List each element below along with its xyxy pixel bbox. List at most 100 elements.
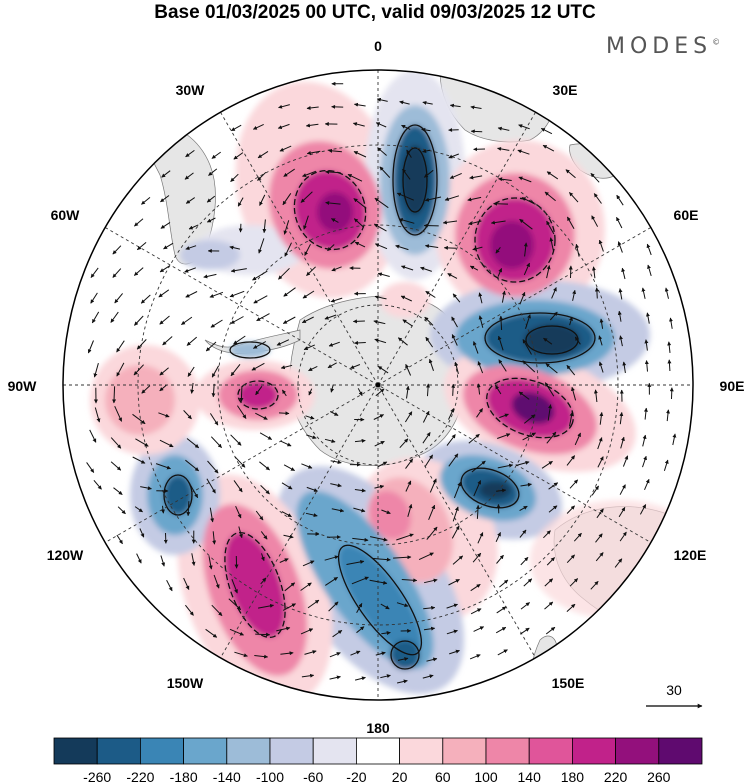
wind-arrow — [404, 411, 413, 423]
wind-arrow — [499, 579, 509, 588]
wind-arrow — [357, 388, 363, 396]
label-lon-150w: 150W — [167, 675, 204, 691]
label-lon-150e: 150E — [552, 675, 585, 691]
wind-arrow — [422, 410, 430, 423]
wind-arrow — [423, 169, 434, 178]
wind-arrow — [380, 674, 391, 679]
wind-arrow — [396, 602, 409, 608]
wind-arrow — [113, 487, 123, 495]
colorbar-swatch — [183, 737, 228, 765]
wind-arrow — [159, 367, 169, 376]
wind-arrow — [258, 238, 265, 254]
wind-arrow — [478, 292, 483, 304]
wind-arrow — [211, 365, 220, 378]
wind-arrow — [569, 192, 579, 203]
wind-arrow — [230, 124, 242, 132]
wind-arrow — [300, 582, 312, 591]
wind-arrow — [255, 386, 263, 396]
wind-arrow — [305, 415, 315, 420]
map-disc — [63, 70, 693, 700]
wind-arrow — [184, 172, 194, 180]
wind-arrow — [547, 404, 553, 421]
wind-arrow — [424, 316, 434, 326]
wind-arrow — [324, 314, 337, 320]
wind-arrow — [595, 533, 603, 543]
wind-arrow — [280, 364, 293, 370]
wind-arrow — [565, 169, 576, 179]
wind-arrow — [401, 124, 411, 130]
anomaly-shading — [90, 70, 693, 700]
wind-arrow — [116, 340, 125, 353]
wind-arrow — [255, 412, 268, 420]
wind-arrow — [374, 440, 385, 447]
wind-arrow — [544, 382, 555, 397]
modes-logo: MODES© — [606, 34, 720, 59]
wind-arrow — [620, 436, 625, 449]
wind-arrow — [284, 582, 296, 592]
wind-arrow — [209, 413, 219, 426]
wind-arrow — [133, 267, 144, 276]
wind-arrow — [356, 603, 363, 613]
wind-arrow — [282, 193, 292, 206]
wind-arrow — [622, 361, 627, 373]
label-lon-90e: 90E — [720, 378, 745, 394]
wind-arrow — [281, 482, 293, 490]
label-lon-30e: 30E — [553, 82, 578, 98]
colorbar-tick-label: -60 — [303, 769, 323, 783]
wind-arrow — [543, 337, 553, 345]
wind-arrow — [136, 553, 142, 564]
wind-arrow — [566, 216, 575, 229]
copyright-mark: © — [712, 37, 721, 47]
colorbar-swatch — [139, 737, 184, 765]
wind-arrow — [478, 315, 484, 328]
wind-arrow — [519, 505, 528, 512]
wind-arrow — [396, 679, 408, 684]
wind-arrow — [183, 577, 190, 590]
label-lon-60w: 60W — [51, 207, 81, 223]
wind-arrow — [306, 486, 318, 492]
wind-arrow — [422, 100, 433, 105]
wind-arrow — [86, 462, 95, 473]
wind-arrow — [282, 316, 296, 324]
wind-arrow — [238, 526, 243, 539]
wind-arrow — [519, 291, 526, 305]
wind-arrow — [283, 287, 296, 297]
wind-arrow — [406, 149, 412, 158]
wind-arrow — [279, 145, 292, 152]
wind-arrow — [352, 537, 369, 542]
wind-arrow — [353, 198, 367, 209]
wind-arrow — [423, 626, 436, 631]
wind-arrow — [380, 603, 390, 610]
wind-arrow — [278, 411, 290, 416]
wind-arrow — [541, 460, 553, 469]
wind-arrow — [208, 556, 213, 570]
wind-arrow — [186, 501, 191, 517]
wind-arrow — [162, 336, 173, 346]
wind-arrow — [373, 223, 387, 232]
wind-arrow — [399, 100, 410, 105]
wind-arrow — [400, 295, 413, 302]
wind-arrow — [260, 531, 268, 540]
wind-arrow — [469, 175, 483, 180]
wind-arrow — [253, 341, 267, 349]
wind-arrow — [231, 579, 238, 594]
wind-arrow — [300, 628, 314, 635]
wind-arrow — [91, 311, 100, 324]
wind-arrow — [374, 338, 387, 344]
wind-arrow — [619, 531, 627, 542]
wind-arrow — [497, 335, 504, 351]
wind-arrow — [239, 386, 244, 403]
wind-arrow — [279, 558, 289, 563]
wind-arrow — [446, 434, 456, 446]
wind-arrow — [498, 177, 512, 182]
wind-arrow — [618, 507, 626, 518]
wind-arrow — [234, 651, 248, 658]
wind-arrow — [551, 287, 557, 299]
wind-arrow — [393, 555, 412, 560]
wind-arrow — [446, 629, 458, 635]
wind-arrow — [372, 557, 391, 562]
colorbar-tick-label: 260 — [647, 769, 671, 783]
wind-arrow — [354, 102, 366, 107]
wind-arrow — [477, 532, 484, 544]
wind-arrow — [255, 632, 271, 637]
